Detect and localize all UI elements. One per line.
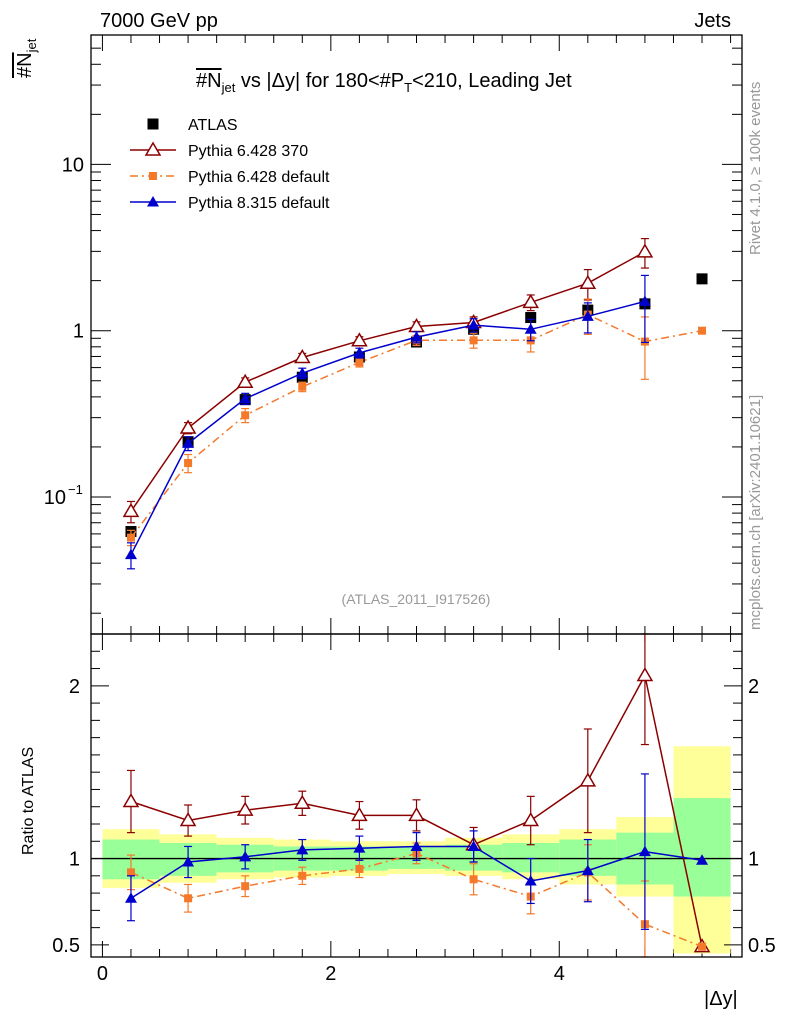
ratio-y-tick-label: 0.5 (52, 935, 80, 957)
series-2-point (184, 459, 193, 468)
ratio-frame (90, 633, 743, 958)
title-mid: vs |Δy| for 180<#P (235, 70, 405, 92)
series-1-point (522, 293, 540, 309)
legend-label-2: Pythia 6.428 default (188, 169, 330, 186)
series-2-point (241, 411, 250, 420)
series-2-point (355, 358, 364, 367)
series-1-point (579, 274, 597, 289)
series-1-line (130, 251, 646, 512)
atlas-point (696, 273, 708, 285)
series-2-ratio-point (298, 871, 307, 880)
series-3-point (239, 392, 252, 404)
legend-marker-3 (147, 196, 159, 207)
ratio-y-tick-label-right: 0.5 (748, 935, 776, 957)
ratio-band-green (673, 798, 731, 897)
ratio-y-tick-label: 2 (69, 676, 80, 698)
series-1-ratio-point (636, 666, 654, 682)
series-1-ratio-point (522, 812, 540, 827)
series-1-ratio-point (351, 806, 368, 822)
y-tick-exponent: −1 (68, 482, 83, 497)
series-2-ratio-point (469, 875, 478, 884)
series-1-point (236, 373, 254, 388)
legend-label-3: Pythia 8.315 default (188, 195, 330, 212)
ratio-y-tick-label: 1 (69, 849, 80, 871)
ratio-y-tick-label-right: 1 (748, 849, 759, 871)
series-2-point (126, 533, 135, 542)
series-3-point (353, 346, 366, 358)
atlas-point (525, 312, 537, 324)
series-1-point (293, 349, 311, 364)
series-2-line (130, 313, 703, 539)
series-3-ratio-point (410, 840, 423, 851)
legend-marker-1 (144, 141, 162, 156)
series-3-ratio-point (296, 843, 309, 855)
series-2-point (298, 382, 307, 391)
series-1-ratio-point (179, 812, 197, 827)
series-3-ratio-point (524, 875, 537, 886)
y-tick-label: 1 (73, 321, 84, 343)
x-tick-label: 2 (325, 963, 336, 985)
x-tick-label: 4 (554, 963, 565, 985)
series-3-point (296, 367, 309, 378)
header-left: 7000 GeV pp (100, 10, 218, 32)
series-3-ratio-point (124, 892, 137, 903)
series-3-ratio-point (467, 840, 480, 851)
legend-marker-0 (147, 118, 159, 130)
header-right: Jets (694, 10, 731, 32)
series-3-ratio-point (696, 854, 709, 865)
series-1-ratio-point (122, 793, 140, 808)
y-tick-label: 10 (62, 154, 84, 176)
series-3-ratio-point (581, 864, 594, 876)
legend: ATLAS Pythia 6.428 370 Pythia 6.428 defaul… (130, 117, 330, 212)
title-sub-jet: jet (221, 80, 236, 95)
series-2-point (698, 326, 707, 335)
y-tick-label: 10 (44, 487, 66, 509)
series-3-point (524, 323, 537, 334)
title-end: <210, Leading Jet (412, 70, 572, 92)
series-1-point (636, 243, 654, 258)
series-1-point (179, 419, 197, 434)
x-axis-label: |Δy| (704, 988, 738, 1010)
series-3-ratio-point (353, 842, 366, 853)
series-3-line (130, 300, 646, 556)
title-sub-t: T (404, 80, 413, 95)
series-2-ratio-point (184, 894, 193, 903)
series-2-ratio-point (126, 868, 135, 877)
watermark: (ATLAS_2011_I917526) (342, 591, 491, 607)
title-n: #N (196, 70, 222, 92)
series-3-ratio-point (182, 856, 195, 867)
series-1-ratio-point (408, 806, 425, 822)
ratio-y-tick-label-right: 2 (748, 676, 759, 698)
chart-title: #Njet vs |Δy| for 180<#PT<210, Leading J… (196, 70, 572, 95)
series-2-point (469, 336, 478, 345)
series-3-ratio-point (239, 850, 252, 862)
series-3-ratio-point (638, 845, 651, 857)
ratio-panel: 0.5 0.5 1 1 2 2 (52, 633, 776, 958)
series-3-point (581, 310, 594, 321)
series-3-point (467, 319, 480, 330)
series-1-point (122, 502, 140, 518)
series-1-point (351, 332, 368, 347)
series-2-ratio-point (355, 864, 364, 873)
series-1-ratio-point (236, 801, 254, 816)
series-2-ratio-point (241, 882, 250, 891)
legend-label-0: ATLAS (188, 117, 238, 134)
series-1-ratio-point (293, 794, 311, 810)
legend-label-1: Pythia 6.428 370 (188, 143, 308, 160)
series-3-point (638, 295, 651, 306)
series-1-ratio-point (579, 772, 597, 787)
series-3-point (410, 331, 423, 342)
x-tick-label: 0 (97, 963, 108, 985)
series-2-ratio-point (698, 942, 707, 951)
legend-marker-2 (149, 172, 157, 180)
series-3-point (124, 548, 137, 560)
series-3-point (182, 437, 195, 448)
